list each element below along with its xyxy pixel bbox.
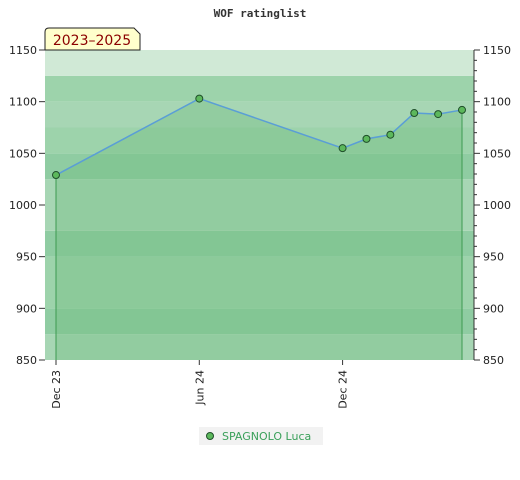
background-band bbox=[45, 205, 474, 231]
y-tick-label-right: 1050 bbox=[483, 147, 511, 160]
y-tick-label-left: 1000 bbox=[9, 199, 37, 212]
series-point bbox=[386, 130, 395, 139]
y-tick-label-left: 950 bbox=[16, 251, 37, 264]
series-point bbox=[434, 110, 443, 119]
y-tick-label-right: 900 bbox=[483, 302, 504, 315]
series-area bbox=[56, 98, 462, 361]
y-tick-label-left: 850 bbox=[16, 354, 37, 367]
x-tick-label: Dec 24 bbox=[337, 370, 350, 409]
y-tick-label-left: 1100 bbox=[9, 96, 37, 109]
y-tick-label-right: 1000 bbox=[483, 199, 511, 212]
y-tick-label-left: 1150 bbox=[9, 44, 37, 57]
period-badge-text: 2023–2025 bbox=[53, 33, 131, 49]
background-band bbox=[45, 50, 474, 360]
x-tick-label: Dec 23 bbox=[50, 370, 63, 409]
y-tick-label-left: 1050 bbox=[9, 147, 37, 160]
x-tick-label: Jun 24 bbox=[193, 370, 206, 406]
background-band bbox=[45, 256, 474, 283]
series-points bbox=[52, 94, 466, 180]
y-tick-label-right: 1100 bbox=[483, 96, 511, 109]
background-band bbox=[45, 308, 474, 335]
background-band bbox=[45, 334, 474, 360]
y-axis-right: 850 900 950 1000 1050 1100 1150 bbox=[473, 44, 511, 367]
period-badge: 2023–2025 bbox=[44, 27, 141, 51]
series-point bbox=[338, 144, 347, 153]
y-tick-label-left: 900 bbox=[16, 302, 37, 315]
background-band bbox=[45, 179, 474, 205]
series-point bbox=[362, 134, 371, 143]
background-band bbox=[45, 50, 474, 76]
y-axis-left: 850 900 950 1000 1050 1100 1150 bbox=[9, 44, 45, 367]
y-tick-label-right: 850 bbox=[483, 354, 504, 367]
series-droplines bbox=[55, 109, 463, 360]
series-point bbox=[195, 94, 204, 103]
y-tick-label-right: 950 bbox=[483, 251, 504, 264]
background-band bbox=[45, 75, 474, 102]
background-band bbox=[45, 282, 474, 309]
x-axis: Dec 23 Jun 24 Dec 24 bbox=[50, 360, 350, 409]
background-band bbox=[45, 127, 474, 154]
series-point bbox=[52, 171, 60, 180]
period-badge-box bbox=[44, 27, 141, 51]
legend[interactable]: SPAGNOLO Luca bbox=[199, 427, 323, 445]
series-point bbox=[410, 109, 419, 118]
legend-background bbox=[199, 427, 323, 445]
legend-marker bbox=[206, 432, 214, 440]
background-band bbox=[45, 230, 474, 257]
background-bands bbox=[45, 50, 474, 360]
chart-title: WOF ratinglist bbox=[214, 7, 307, 20]
y-tick-label-right: 1150 bbox=[483, 44, 511, 57]
background-band bbox=[45, 153, 474, 180]
series-point bbox=[458, 105, 466, 114]
legend-label: SPAGNOLO Luca bbox=[222, 430, 311, 443]
